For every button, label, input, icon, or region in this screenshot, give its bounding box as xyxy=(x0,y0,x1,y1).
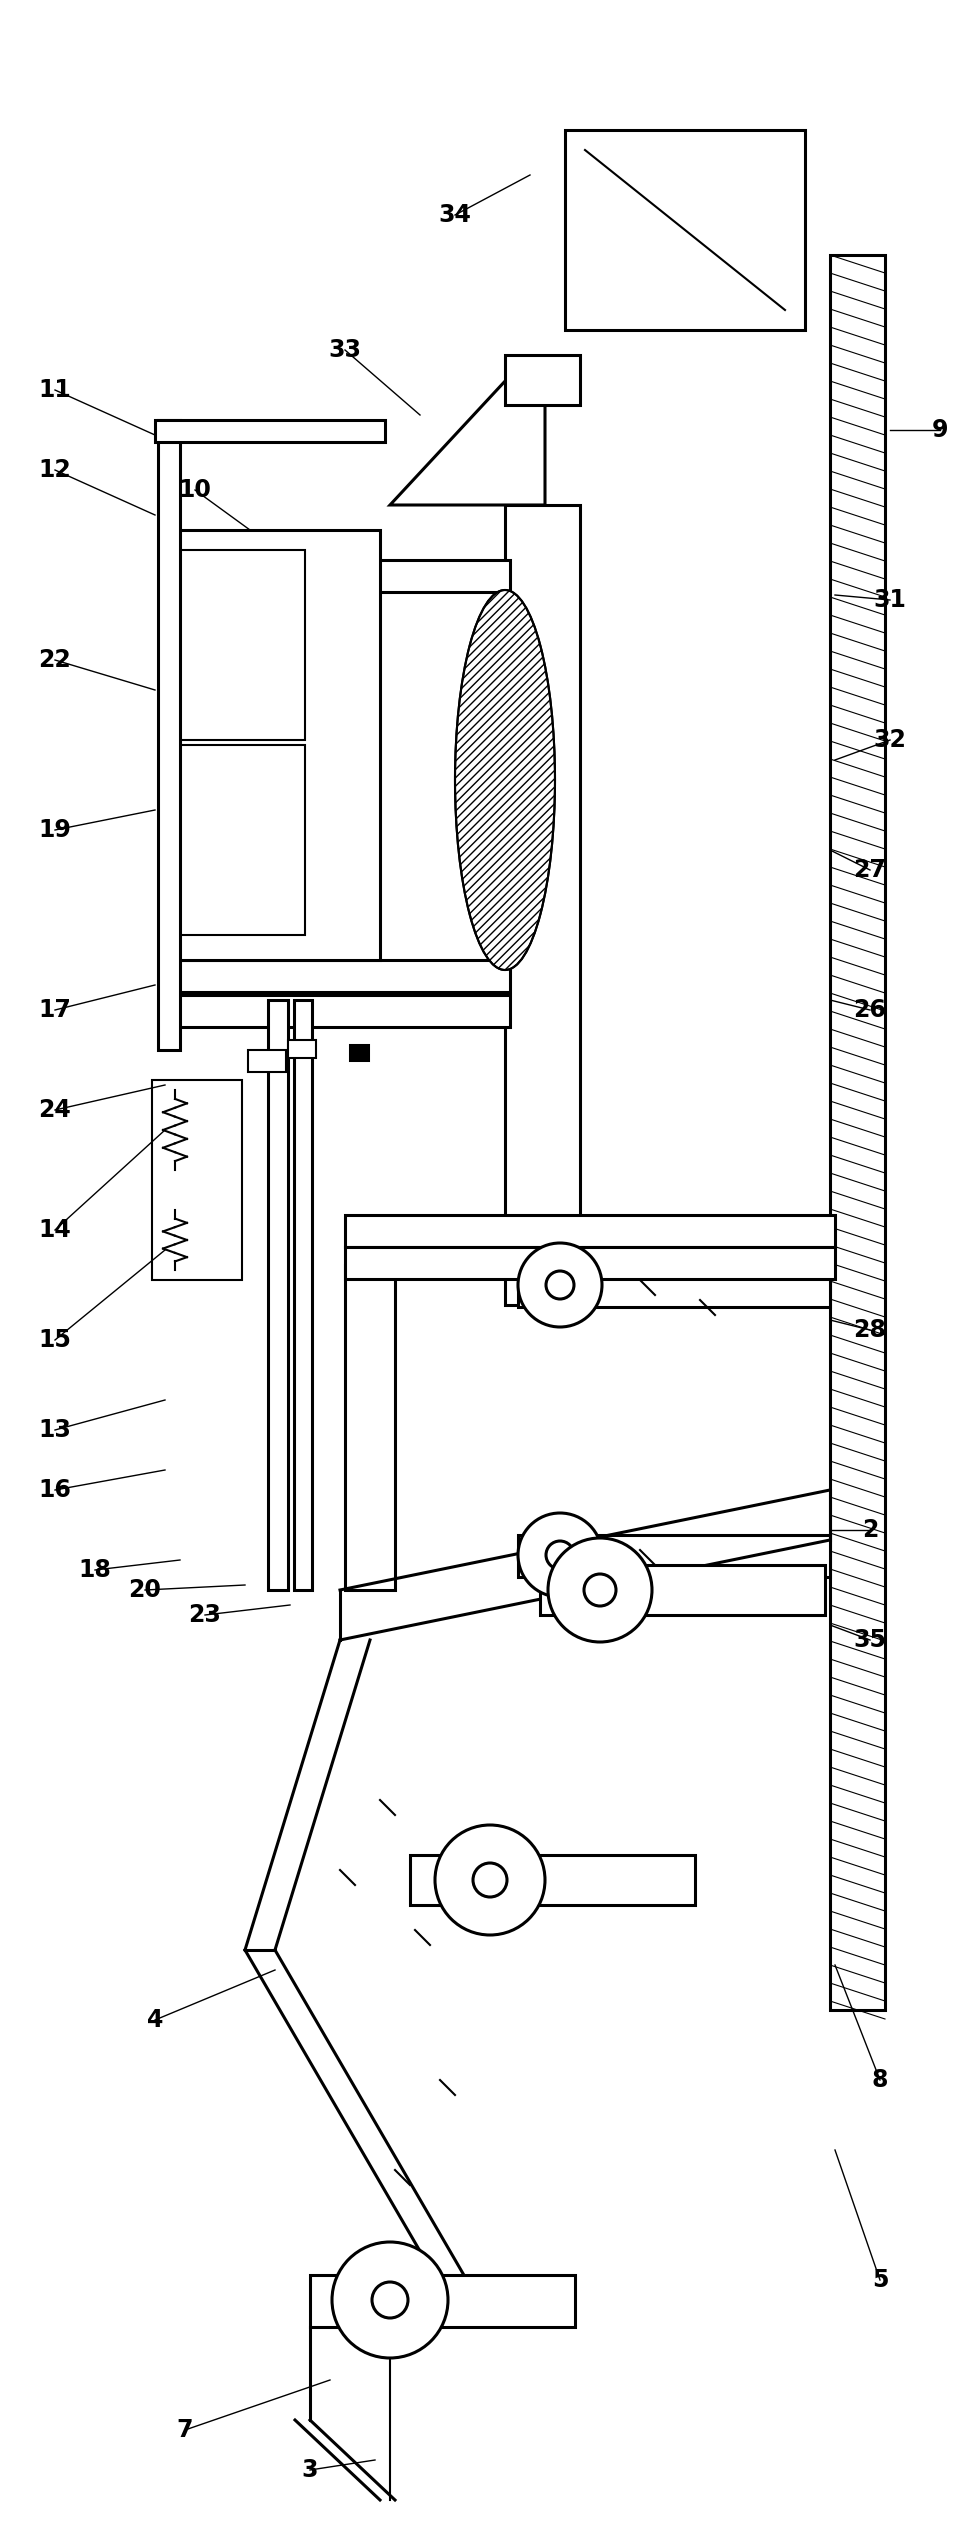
Text: 7: 7 xyxy=(176,2418,193,2443)
Bar xyxy=(505,505,580,1304)
Text: 27: 27 xyxy=(853,858,886,883)
Text: 15: 15 xyxy=(39,1327,71,1352)
Text: 16: 16 xyxy=(39,1479,71,1502)
Bar xyxy=(505,355,580,406)
Text: 28: 28 xyxy=(853,1319,886,1342)
Text: 8: 8 xyxy=(872,2068,888,2093)
Bar xyxy=(565,129,805,330)
Bar xyxy=(158,421,180,1050)
Text: 24: 24 xyxy=(39,1099,71,1121)
Text: 22: 22 xyxy=(39,647,71,672)
Circle shape xyxy=(546,1540,574,1568)
Bar xyxy=(410,1855,695,1905)
Bar xyxy=(345,1266,395,1591)
Text: 26: 26 xyxy=(853,997,886,1022)
Text: 2: 2 xyxy=(862,1517,879,1542)
Bar xyxy=(160,561,510,591)
Text: 19: 19 xyxy=(39,817,71,842)
Text: 34: 34 xyxy=(438,203,471,226)
Text: 35: 35 xyxy=(853,1629,886,1652)
Circle shape xyxy=(473,1862,507,1898)
Bar xyxy=(248,1050,286,1073)
Text: 33: 33 xyxy=(328,337,361,363)
Bar xyxy=(540,1565,825,1616)
Circle shape xyxy=(372,2281,408,2319)
Bar xyxy=(160,530,380,959)
Bar xyxy=(268,1000,288,1591)
Bar xyxy=(345,1215,835,1248)
Bar xyxy=(152,1081,242,1281)
Circle shape xyxy=(584,1573,616,1606)
Text: 10: 10 xyxy=(178,477,211,502)
Bar xyxy=(155,421,385,441)
Text: 4: 4 xyxy=(147,2007,164,2032)
Circle shape xyxy=(332,2243,448,2357)
Text: 18: 18 xyxy=(79,1558,111,1583)
Text: 32: 32 xyxy=(874,728,907,751)
Polygon shape xyxy=(390,365,545,505)
Bar xyxy=(310,2276,575,2326)
Text: 31: 31 xyxy=(874,589,907,611)
Bar xyxy=(518,1266,830,1307)
Text: 5: 5 xyxy=(872,2268,888,2291)
Text: 14: 14 xyxy=(39,1218,71,1243)
Text: 9: 9 xyxy=(932,419,949,441)
Circle shape xyxy=(548,1537,652,1641)
Bar xyxy=(160,995,510,1027)
Bar xyxy=(518,1535,830,1578)
Circle shape xyxy=(518,1512,602,1596)
Bar xyxy=(830,256,885,2009)
Text: 23: 23 xyxy=(189,1603,221,1626)
Text: 11: 11 xyxy=(39,378,71,401)
Bar xyxy=(345,1248,835,1279)
Circle shape xyxy=(518,1243,602,1327)
Bar xyxy=(160,959,510,992)
Bar xyxy=(294,1000,312,1591)
Ellipse shape xyxy=(455,591,555,969)
Bar xyxy=(350,1045,368,1060)
Bar xyxy=(288,1040,316,1058)
Circle shape xyxy=(435,1824,545,1936)
Text: 3: 3 xyxy=(302,2458,318,2481)
Text: 20: 20 xyxy=(129,1578,162,1601)
Text: 17: 17 xyxy=(39,997,71,1022)
Circle shape xyxy=(546,1271,574,1299)
Bar xyxy=(175,746,305,936)
Text: 13: 13 xyxy=(39,1418,71,1441)
Text: 12: 12 xyxy=(39,459,71,482)
Bar xyxy=(175,551,305,741)
